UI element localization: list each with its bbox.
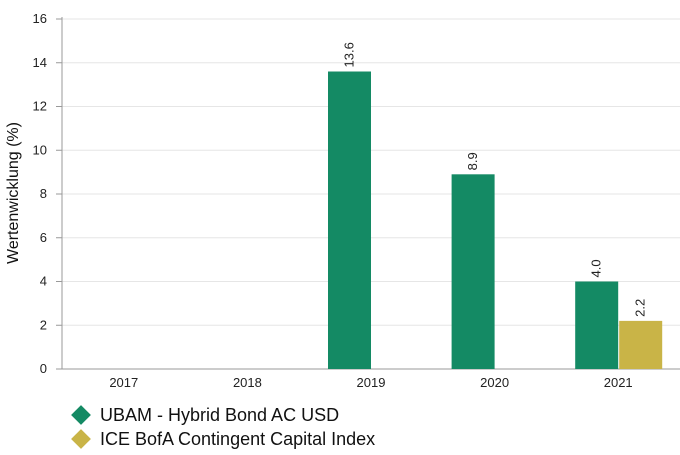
bar	[575, 281, 619, 369]
legend-item-fund[interactable]: UBAM - Hybrid Bond AC USD	[71, 403, 375, 427]
legend-diamond-icon	[71, 405, 91, 425]
bar	[328, 71, 371, 369]
y-tick-label: 0	[40, 361, 47, 376]
legend-label-index: ICE BofA Contingent Capital Index	[100, 428, 376, 449]
bars	[328, 71, 663, 369]
bar-value-label: 2.2	[633, 299, 648, 317]
y-tick-label: 2	[40, 317, 47, 332]
bar	[619, 320, 663, 369]
legend-diamond-icon	[71, 429, 91, 449]
bar-chart: 0 2 4 6 8 10 12 14 16 2017 2018 2019 2020 2021 13.6 8.…	[5, 11, 680, 390]
bar-value-label: 13.6	[342, 42, 357, 67]
bar	[451, 174, 495, 369]
x-tick-label: 2017	[109, 375, 138, 390]
y-tick-label: 12	[33, 99, 47, 114]
y-tick-label: 6	[40, 230, 47, 245]
legend-item-index[interactable]: ICE BofA Contingent Capital Index	[71, 427, 376, 451]
y-tick-label: 4	[40, 274, 47, 289]
data-labels: 13.6 8.9 4.0 2.2	[342, 42, 648, 317]
bar-value-label: 4.0	[589, 259, 604, 277]
x-tick-label: 2018	[233, 375, 262, 390]
y-axis-title: Wertenwicklung (%)	[5, 122, 22, 264]
x-tick-label: 2019	[357, 375, 386, 390]
axes: 0 2 4 6 8 10 12 14 16 2017 2018 2019 2020 2021	[33, 11, 680, 390]
legend: UBAM - Hybrid Bond AC USD ICE BofA Conti…	[71, 403, 376, 451]
y-tick-label: 14	[33, 55, 47, 70]
y-tick-label: 10	[33, 142, 47, 157]
y-tick-label: 8	[40, 186, 47, 201]
bar-value-label: 8.9	[465, 152, 480, 170]
x-tick-label: 2021	[604, 375, 633, 390]
x-tick-label: 2020	[480, 375, 509, 390]
legend-label-fund: UBAM - Hybrid Bond AC USD	[100, 404, 340, 425]
y-tick-label: 16	[33, 11, 47, 26]
